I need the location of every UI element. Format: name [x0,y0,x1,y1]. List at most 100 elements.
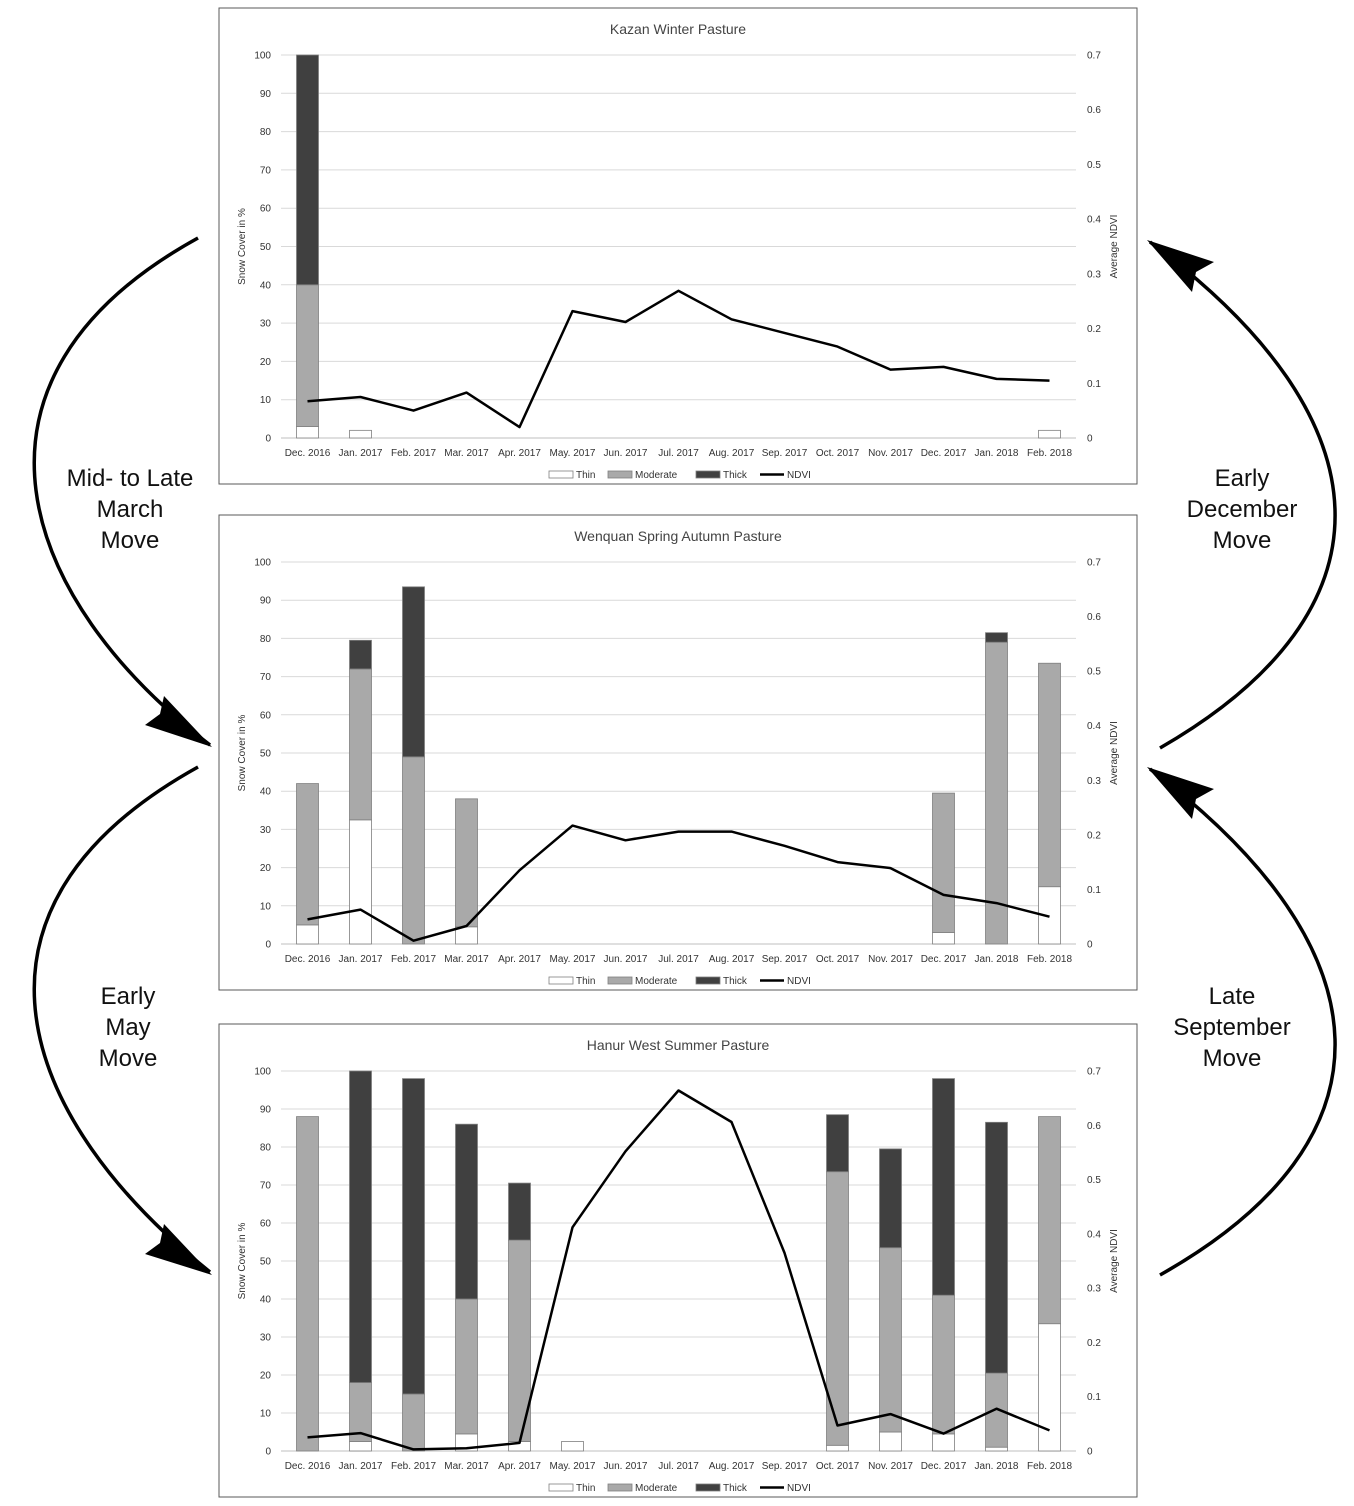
move-label-line: Early [101,983,156,1010]
x-tick-label: May. 2017 [550,1461,596,1472]
move-label-line: Late [1209,983,1256,1010]
y-tick-label: 50 [260,1257,272,1268]
bar-moderate [1038,1116,1061,1325]
y2-tick-label: 0.7 [1087,1067,1101,1078]
bar-moderate [296,1116,319,1452]
legend-swatch [607,1483,633,1492]
legend-swatch [548,470,574,479]
x-tick-label: Nov. 2017 [868,448,913,459]
y-tick-label: 20 [260,1371,272,1382]
y2-tick-label: 0.6 [1087,105,1101,116]
arrowhead-right-bottom [1147,767,1214,819]
x-tick-label: Dec. 2017 [921,954,967,965]
bar-thick [455,1123,478,1300]
x-tick-label: Feb. 2018 [1027,954,1072,965]
x-tick-label: Apr. 2017 [498,448,541,459]
bar-thick [349,639,372,670]
x-tick-label: Jun. 2017 [604,1461,648,1472]
bar-moderate [455,798,478,928]
y-tick-label: 20 [260,357,272,368]
legend-item-thick: Thick [695,470,748,481]
move-label-line: Early [1215,465,1270,492]
x-tick-label: Feb. 2018 [1027,1461,1072,1472]
x-tick-label: May. 2017 [550,448,596,459]
bar-thick [402,586,425,758]
legend-label: NDVI [787,976,811,987]
legend-item-thick: Thick [695,976,748,987]
legend-swatch [548,976,574,985]
x-tick-label: Jan. 2017 [339,1461,383,1472]
bar-moderate [349,668,372,821]
y-tick-label: 30 [260,319,272,330]
y-tick-label: 0 [265,940,271,951]
y2-tick-label: 0.5 [1087,160,1101,171]
legend-item-thin: Thin [548,470,595,481]
y-axis-label: Snow Cover in % [237,1223,248,1300]
x-tick-label: Dec. 2016 [285,1461,331,1472]
move-label-line: Mid- to Late [67,465,194,492]
y2-tick-label: 0 [1087,434,1093,445]
legend-item-moderate: Moderate [607,470,678,481]
move-label-line: March [97,496,164,523]
y-tick-label: 10 [260,1409,272,1420]
y-tick-label: 30 [260,1333,272,1344]
y2-tick-label: 0.2 [1087,830,1101,841]
legend-item-moderate: Moderate [607,976,678,987]
bar-thin [985,1446,1008,1452]
y-tick-label: 90 [260,89,272,100]
y-axis-label: Snow Cover in % [237,715,248,792]
chart-title: Kazan Winter Pasture [610,21,746,37]
y-tick-label: 0 [265,1447,271,1458]
x-tick-label: Mar. 2017 [444,1461,489,1472]
bar-thick [349,1070,372,1384]
x-tick-label: Aug. 2017 [709,448,755,459]
x-tick-label: Dec. 2016 [285,448,331,459]
x-tick-label: Feb. 2017 [391,448,436,459]
legend-label: Moderate [635,470,678,481]
y-tick-label: 60 [260,710,272,721]
legend-item-ndvi: NDVI [760,1483,811,1494]
y-tick-label: 70 [260,672,272,683]
legend-swatch [695,1483,721,1492]
y2-tick-label: 0 [1087,940,1093,951]
y2-tick-label: 0.1 [1087,1392,1101,1403]
bar-thick [508,1182,531,1241]
legend-label: Moderate [635,1483,678,1494]
y2-tick-label: 0.5 [1087,667,1101,678]
bar-thick [985,632,1008,643]
bar-thin [1038,429,1061,439]
x-tick-label: Jul. 2017 [658,954,699,965]
move-label-line: Move [101,527,160,554]
arrowhead-left-top [145,696,212,747]
x-tick-label: Feb. 2017 [391,1461,436,1472]
y-tick-label: 90 [260,1105,272,1116]
bar-moderate [402,1393,425,1452]
legend-swatch [695,976,721,985]
legend-item-ndvi: NDVI [760,470,811,481]
bar-thick [985,1121,1008,1374]
legend-item-moderate: Moderate [607,1483,678,1494]
y2-tick-label: 0.2 [1087,324,1101,335]
bar-thin [826,1444,849,1452]
y-tick-label: 80 [260,634,272,645]
y-tick-label: 70 [260,165,272,176]
x-tick-label: Mar. 2017 [444,954,489,965]
arrow-right-top [1148,240,1337,750]
y2-tick-label: 0.4 [1087,1229,1101,1240]
bar-thick [879,1148,902,1249]
ndvi-line [307,1089,1050,1451]
y-tick-label: 50 [260,749,272,760]
arrow-right-bottom [1148,767,1337,1277]
ndvi-line [307,824,1050,942]
x-tick-label: Jun. 2017 [604,448,648,459]
chart-title: Hanur West Summer Pasture [587,1037,770,1053]
x-tick-label: Oct. 2017 [816,1461,860,1472]
y-tick-label: 40 [260,787,272,798]
x-tick-label: Feb. 2017 [391,954,436,965]
bar-moderate [296,284,319,427]
y-tick-label: 90 [260,596,272,607]
x-tick-label: May. 2017 [550,954,596,965]
bar-moderate [932,792,955,933]
x-tick-label: Jul. 2017 [658,1461,699,1472]
